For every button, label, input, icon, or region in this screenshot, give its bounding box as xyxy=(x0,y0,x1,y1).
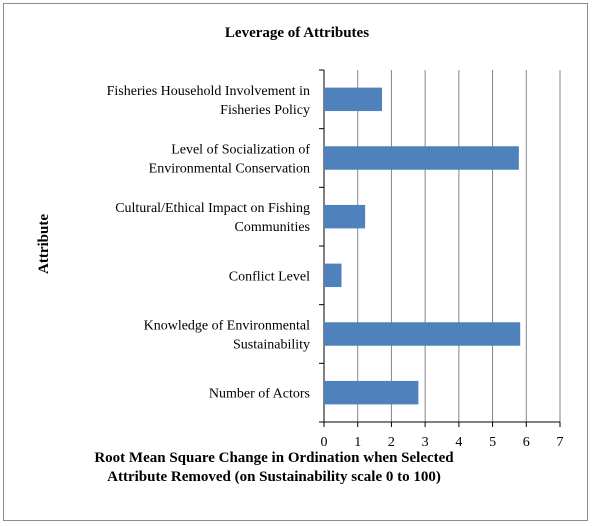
bar xyxy=(324,322,520,345)
category-labels: Fisheries Household Involvement in Fisher… xyxy=(107,84,311,402)
x-tick-label: 5 xyxy=(489,435,496,450)
x-tick-label: 7 xyxy=(557,435,564,450)
bar xyxy=(324,264,342,287)
category-label: Cultural/Ethical Impact on Fishing Commun… xyxy=(115,201,310,235)
category-label: Fisheries Household Involvement in Fisher… xyxy=(107,84,310,118)
chart-frame: Leverage of Attributes Fisheries Househo… xyxy=(3,3,588,521)
bar xyxy=(324,146,519,169)
bars xyxy=(324,88,520,405)
x-tick-label: 4 xyxy=(455,435,462,450)
chart-title: Leverage of Attributes xyxy=(225,25,369,41)
bar xyxy=(324,381,418,404)
bar xyxy=(324,88,382,111)
x-tick-label: 0 xyxy=(321,435,328,450)
gridlines xyxy=(319,70,560,427)
category-label: Knowledge of Environmental Sustainability xyxy=(144,319,311,353)
bar xyxy=(324,205,365,228)
bar-chart: Leverage of Attributes Fisheries Househo… xyxy=(4,4,589,522)
x-tick-label: 3 xyxy=(422,435,429,450)
x-tick-label: 6 xyxy=(523,435,530,450)
x-tick-label: 2 xyxy=(388,435,395,450)
category-label: Conflict Level xyxy=(229,269,310,284)
category-label: Level of Socialization of Environmental C… xyxy=(149,143,311,177)
y-axis-label: Attribute xyxy=(36,214,52,274)
x-tick-label: 1 xyxy=(354,435,361,450)
category-label: Number of Actors xyxy=(209,387,310,402)
x-axis-label: Root Mean Square Change in Ordination wh… xyxy=(94,450,454,485)
x-tick-labels: 0 1 2 3 4 5 6 7 xyxy=(321,435,564,450)
